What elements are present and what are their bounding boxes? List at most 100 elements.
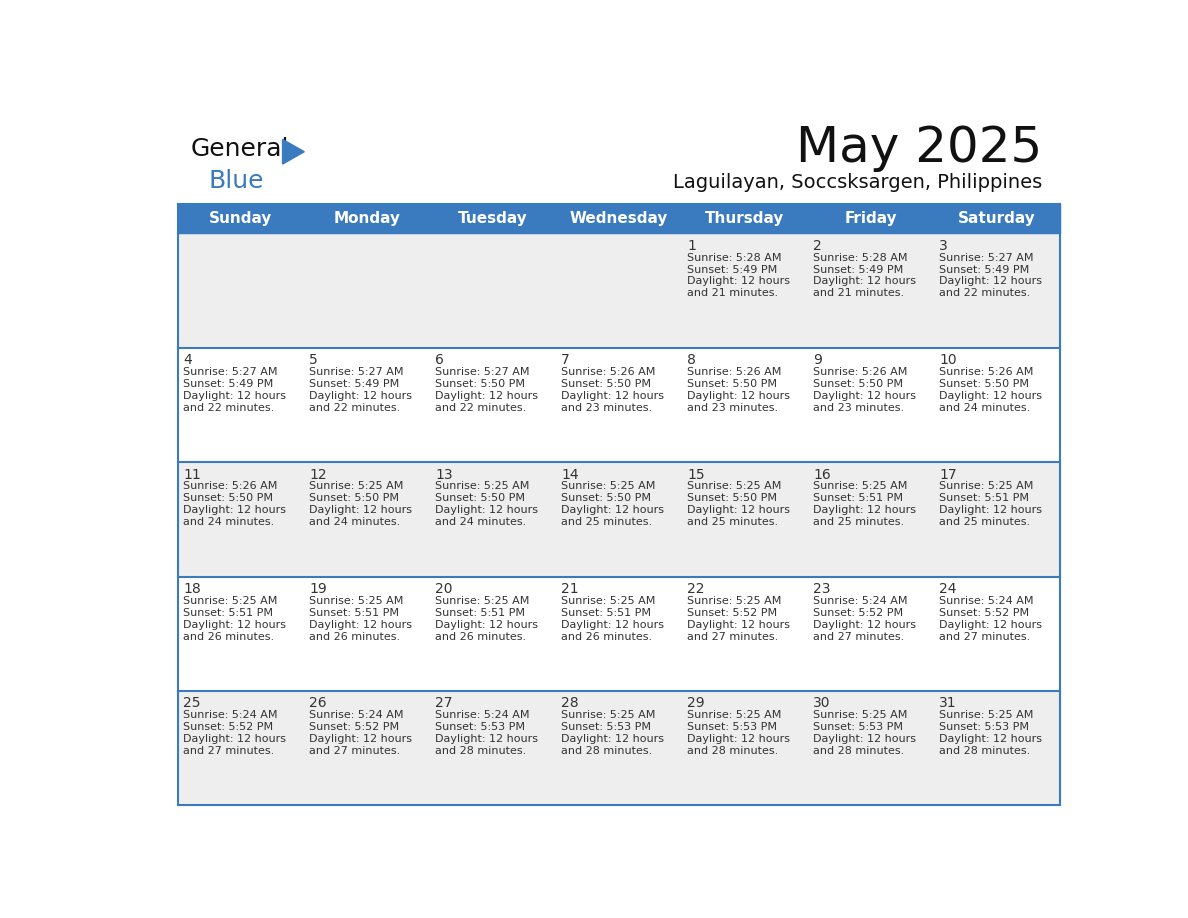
Text: Sunrise: 5:26 AM: Sunrise: 5:26 AM: [562, 367, 656, 377]
Text: Daylight: 12 hours: Daylight: 12 hours: [814, 391, 916, 401]
Text: Daylight: 12 hours: Daylight: 12 hours: [814, 276, 916, 286]
Text: Sunset: 5:51 PM: Sunset: 5:51 PM: [183, 608, 273, 618]
Text: 20: 20: [435, 582, 453, 596]
Text: Sunset: 5:53 PM: Sunset: 5:53 PM: [562, 722, 651, 733]
Text: 30: 30: [814, 697, 830, 711]
Text: and 27 minutes.: and 27 minutes.: [309, 746, 400, 756]
Text: Tuesday: Tuesday: [459, 211, 527, 226]
Text: Sunset: 5:50 PM: Sunset: 5:50 PM: [435, 379, 525, 389]
Text: 28: 28: [562, 697, 579, 711]
Text: Sunset: 5:52 PM: Sunset: 5:52 PM: [183, 722, 273, 733]
Text: Daylight: 12 hours: Daylight: 12 hours: [435, 734, 538, 744]
Text: Sunrise: 5:27 AM: Sunrise: 5:27 AM: [309, 367, 404, 377]
Text: Sunset: 5:49 PM: Sunset: 5:49 PM: [183, 379, 273, 389]
Bar: [808, 204, 934, 233]
Text: Daylight: 12 hours: Daylight: 12 hours: [814, 734, 916, 744]
Text: and 24 minutes.: and 24 minutes.: [940, 403, 1030, 413]
Text: Daylight: 12 hours: Daylight: 12 hours: [435, 620, 538, 630]
Text: Sunrise: 5:28 AM: Sunrise: 5:28 AM: [688, 252, 782, 263]
Bar: [556, 204, 682, 233]
Text: Sunrise: 5:28 AM: Sunrise: 5:28 AM: [814, 252, 908, 263]
Text: 23: 23: [814, 582, 830, 596]
Text: Sunrise: 5:27 AM: Sunrise: 5:27 AM: [183, 367, 278, 377]
Text: 3: 3: [940, 239, 948, 252]
Text: 29: 29: [688, 697, 704, 711]
Text: and 24 minutes.: and 24 minutes.: [183, 517, 274, 527]
Text: Daylight: 12 hours: Daylight: 12 hours: [814, 505, 916, 515]
Text: Sunrise: 5:25 AM: Sunrise: 5:25 AM: [183, 596, 278, 606]
Text: Sunset: 5:49 PM: Sunset: 5:49 PM: [309, 379, 399, 389]
Text: 18: 18: [183, 582, 201, 596]
Text: and 28 minutes.: and 28 minutes.: [562, 746, 652, 756]
Text: 25: 25: [183, 697, 201, 711]
Text: 13: 13: [435, 467, 453, 482]
Text: Monday: Monday: [334, 211, 400, 226]
Bar: [178, 204, 304, 233]
Text: Sunset: 5:51 PM: Sunset: 5:51 PM: [814, 493, 903, 503]
Bar: [304, 204, 430, 233]
Bar: [178, 348, 1060, 462]
Bar: [682, 204, 808, 233]
Text: Sunrise: 5:24 AM: Sunrise: 5:24 AM: [309, 711, 404, 721]
Text: and 22 minutes.: and 22 minutes.: [940, 288, 1030, 298]
Text: Sunrise: 5:25 AM: Sunrise: 5:25 AM: [688, 481, 782, 491]
Bar: [178, 233, 1060, 348]
Bar: [934, 204, 1060, 233]
Text: Daylight: 12 hours: Daylight: 12 hours: [309, 391, 412, 401]
Text: Sunset: 5:53 PM: Sunset: 5:53 PM: [435, 722, 525, 733]
Text: 9: 9: [814, 353, 822, 367]
Text: Daylight: 12 hours: Daylight: 12 hours: [940, 276, 1042, 286]
Text: Sunset: 5:52 PM: Sunset: 5:52 PM: [688, 608, 777, 618]
Text: 1: 1: [688, 239, 696, 252]
Text: Thursday: Thursday: [706, 211, 784, 226]
Text: Sunset: 5:50 PM: Sunset: 5:50 PM: [814, 379, 903, 389]
Text: Sunrise: 5:26 AM: Sunrise: 5:26 AM: [814, 367, 908, 377]
Text: 24: 24: [940, 582, 956, 596]
Text: Sunrise: 5:25 AM: Sunrise: 5:25 AM: [940, 711, 1034, 721]
Text: Sunset: 5:49 PM: Sunset: 5:49 PM: [940, 264, 1030, 274]
Text: Sunrise: 5:25 AM: Sunrise: 5:25 AM: [435, 596, 530, 606]
Text: and 23 minutes.: and 23 minutes.: [814, 403, 904, 413]
Text: 10: 10: [940, 353, 958, 367]
Text: Sunrise: 5:26 AM: Sunrise: 5:26 AM: [940, 367, 1034, 377]
Text: 16: 16: [814, 467, 832, 482]
Text: May 2025: May 2025: [796, 124, 1042, 172]
Text: and 21 minutes.: and 21 minutes.: [814, 288, 904, 298]
Text: and 23 minutes.: and 23 minutes.: [688, 403, 778, 413]
Text: Sunset: 5:53 PM: Sunset: 5:53 PM: [814, 722, 903, 733]
Text: Daylight: 12 hours: Daylight: 12 hours: [814, 620, 916, 630]
Text: Sunset: 5:50 PM: Sunset: 5:50 PM: [309, 493, 399, 503]
Text: 14: 14: [562, 467, 579, 482]
Text: 2: 2: [814, 239, 822, 252]
Text: and 23 minutes.: and 23 minutes.: [562, 403, 652, 413]
Text: Daylight: 12 hours: Daylight: 12 hours: [940, 505, 1042, 515]
Text: Daylight: 12 hours: Daylight: 12 hours: [183, 734, 286, 744]
Text: and 22 minutes.: and 22 minutes.: [309, 403, 400, 413]
Text: and 24 minutes.: and 24 minutes.: [435, 517, 526, 527]
Text: Sunset: 5:53 PM: Sunset: 5:53 PM: [688, 722, 777, 733]
Text: Daylight: 12 hours: Daylight: 12 hours: [309, 620, 412, 630]
Text: Sunset: 5:52 PM: Sunset: 5:52 PM: [309, 722, 399, 733]
Bar: [178, 577, 1060, 691]
Text: Sunset: 5:53 PM: Sunset: 5:53 PM: [940, 722, 1029, 733]
Text: Daylight: 12 hours: Daylight: 12 hours: [309, 734, 412, 744]
Text: 21: 21: [562, 582, 579, 596]
Text: 22: 22: [688, 582, 704, 596]
Text: 5: 5: [309, 353, 318, 367]
Text: Sunrise: 5:25 AM: Sunrise: 5:25 AM: [940, 481, 1034, 491]
Text: and 26 minutes.: and 26 minutes.: [309, 632, 400, 642]
Text: Sunrise: 5:26 AM: Sunrise: 5:26 AM: [688, 367, 782, 377]
Text: and 27 minutes.: and 27 minutes.: [688, 632, 778, 642]
Text: Sunset: 5:49 PM: Sunset: 5:49 PM: [688, 264, 778, 274]
Text: Wednesday: Wednesday: [570, 211, 668, 226]
Text: Sunrise: 5:25 AM: Sunrise: 5:25 AM: [562, 596, 656, 606]
Text: Sunrise: 5:24 AM: Sunrise: 5:24 AM: [183, 711, 278, 721]
Text: Sunrise: 5:27 AM: Sunrise: 5:27 AM: [940, 252, 1034, 263]
Text: 17: 17: [940, 467, 958, 482]
Text: Sunset: 5:50 PM: Sunset: 5:50 PM: [940, 379, 1029, 389]
Text: 4: 4: [183, 353, 192, 367]
Text: Sunrise: 5:25 AM: Sunrise: 5:25 AM: [562, 711, 656, 721]
Text: Daylight: 12 hours: Daylight: 12 hours: [183, 391, 286, 401]
Text: Sunrise: 5:25 AM: Sunrise: 5:25 AM: [435, 481, 530, 491]
Text: Sunrise: 5:27 AM: Sunrise: 5:27 AM: [435, 367, 530, 377]
